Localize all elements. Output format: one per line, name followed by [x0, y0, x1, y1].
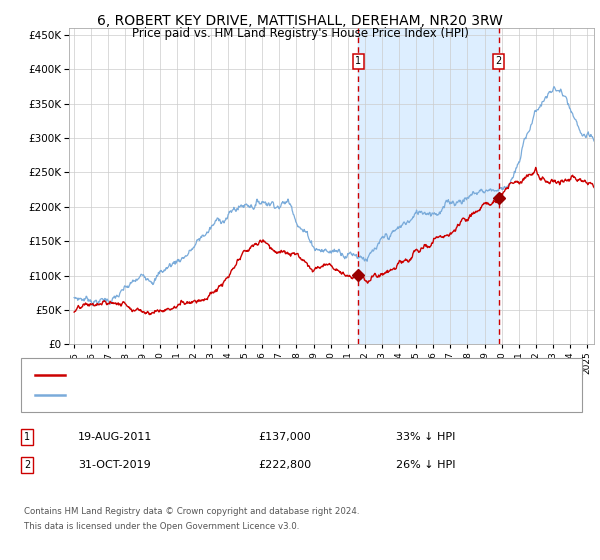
Text: £137,000: £137,000 — [258, 432, 311, 442]
Text: 2: 2 — [496, 56, 502, 66]
Text: Contains HM Land Registry data © Crown copyright and database right 2024.: Contains HM Land Registry data © Crown c… — [24, 507, 359, 516]
Text: 31-OCT-2019: 31-OCT-2019 — [78, 460, 151, 470]
Text: 19-AUG-2011: 19-AUG-2011 — [78, 432, 152, 442]
Text: 1: 1 — [24, 432, 30, 442]
Text: £222,800: £222,800 — [258, 460, 311, 470]
Bar — [358, 28, 499, 344]
Text: 33% ↓ HPI: 33% ↓ HPI — [396, 432, 455, 442]
Text: 6, ROBERT KEY DRIVE, MATTISHALL, DEREHAM, NR20 3RW: 6, ROBERT KEY DRIVE, MATTISHALL, DEREHAM… — [97, 14, 503, 28]
Text: HPI: Average price, detached house, Breckland: HPI: Average price, detached house, Brec… — [71, 390, 301, 400]
Text: 1: 1 — [355, 56, 361, 66]
Text: 6, ROBERT KEY DRIVE, MATTISHALL, DEREHAM, NR20 3RW (detached house): 6, ROBERT KEY DRIVE, MATTISHALL, DEREHAM… — [71, 370, 446, 380]
Text: 26% ↓ HPI: 26% ↓ HPI — [396, 460, 455, 470]
Text: Price paid vs. HM Land Registry's House Price Index (HPI): Price paid vs. HM Land Registry's House … — [131, 27, 469, 40]
Text: 2: 2 — [24, 460, 30, 470]
Text: This data is licensed under the Open Government Licence v3.0.: This data is licensed under the Open Gov… — [24, 522, 299, 531]
